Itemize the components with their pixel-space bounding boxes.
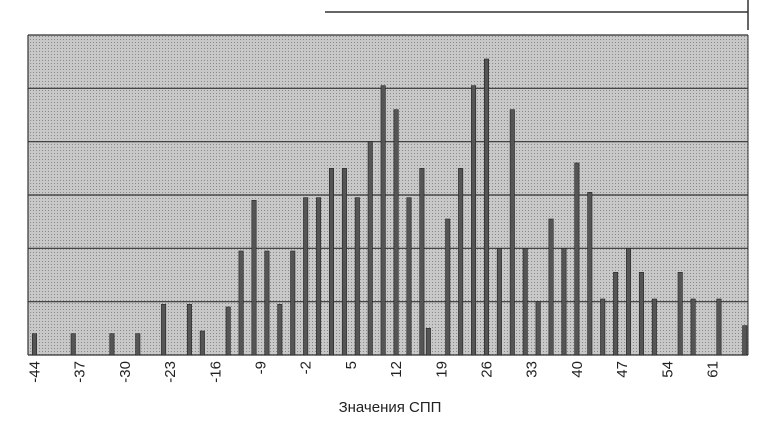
x-axis-label: Значения СПП <box>339 399 442 416</box>
x-tick-label: -23 <box>162 361 179 383</box>
bar <box>574 162 580 356</box>
bar <box>303 197 309 356</box>
bar <box>199 330 205 356</box>
bar <box>742 325 748 356</box>
bar <box>600 298 606 356</box>
bar <box>186 304 192 356</box>
bar <box>548 218 554 356</box>
bar <box>354 197 360 356</box>
bar <box>70 333 76 356</box>
bar <box>316 197 322 356</box>
bar <box>341 168 347 356</box>
bar <box>380 85 386 356</box>
x-tick-label: -9 <box>252 361 269 374</box>
bar <box>328 168 334 356</box>
bar <box>277 304 283 356</box>
bar <box>425 328 431 356</box>
bar <box>367 141 373 356</box>
x-tick-label: 47 <box>614 361 631 378</box>
x-tick-label: 19 <box>433 361 450 378</box>
bar <box>471 85 477 356</box>
x-tick-label: 26 <box>478 361 495 378</box>
x-tick-label: -2 <box>298 361 315 374</box>
x-tick-label: -30 <box>117 361 134 383</box>
bar <box>535 301 541 356</box>
bar <box>225 306 231 356</box>
bar <box>509 109 515 356</box>
bar <box>677 272 683 356</box>
bar <box>419 168 425 356</box>
x-tick-label: -44 <box>26 361 43 383</box>
bar <box>109 333 115 356</box>
x-tick-label: 5 <box>343 361 360 369</box>
bar <box>458 168 464 356</box>
bar <box>496 248 502 356</box>
x-tick-label: 54 <box>659 361 676 378</box>
bar <box>393 109 399 356</box>
bar <box>238 250 244 356</box>
bar <box>561 248 567 356</box>
x-tick-label: 33 <box>524 361 541 378</box>
bar <box>522 248 528 356</box>
bar <box>716 298 722 356</box>
bar <box>406 197 412 356</box>
bar <box>161 304 167 356</box>
bar <box>290 250 296 356</box>
bar <box>483 58 489 356</box>
bar <box>587 192 593 356</box>
x-tick-label: 61 <box>704 361 721 378</box>
bar <box>251 200 257 356</box>
bar <box>445 218 451 356</box>
x-tick-label: 12 <box>388 361 405 378</box>
bar <box>651 298 657 356</box>
x-tick-label: 40 <box>569 361 586 378</box>
bar <box>264 250 270 356</box>
bar <box>638 272 644 356</box>
bar <box>31 333 37 356</box>
x-tick-label: -37 <box>72 361 89 383</box>
bar <box>626 248 632 356</box>
bar <box>613 272 619 356</box>
x-tick-label: -16 <box>207 361 224 383</box>
bar <box>135 333 141 356</box>
bar <box>690 298 696 356</box>
